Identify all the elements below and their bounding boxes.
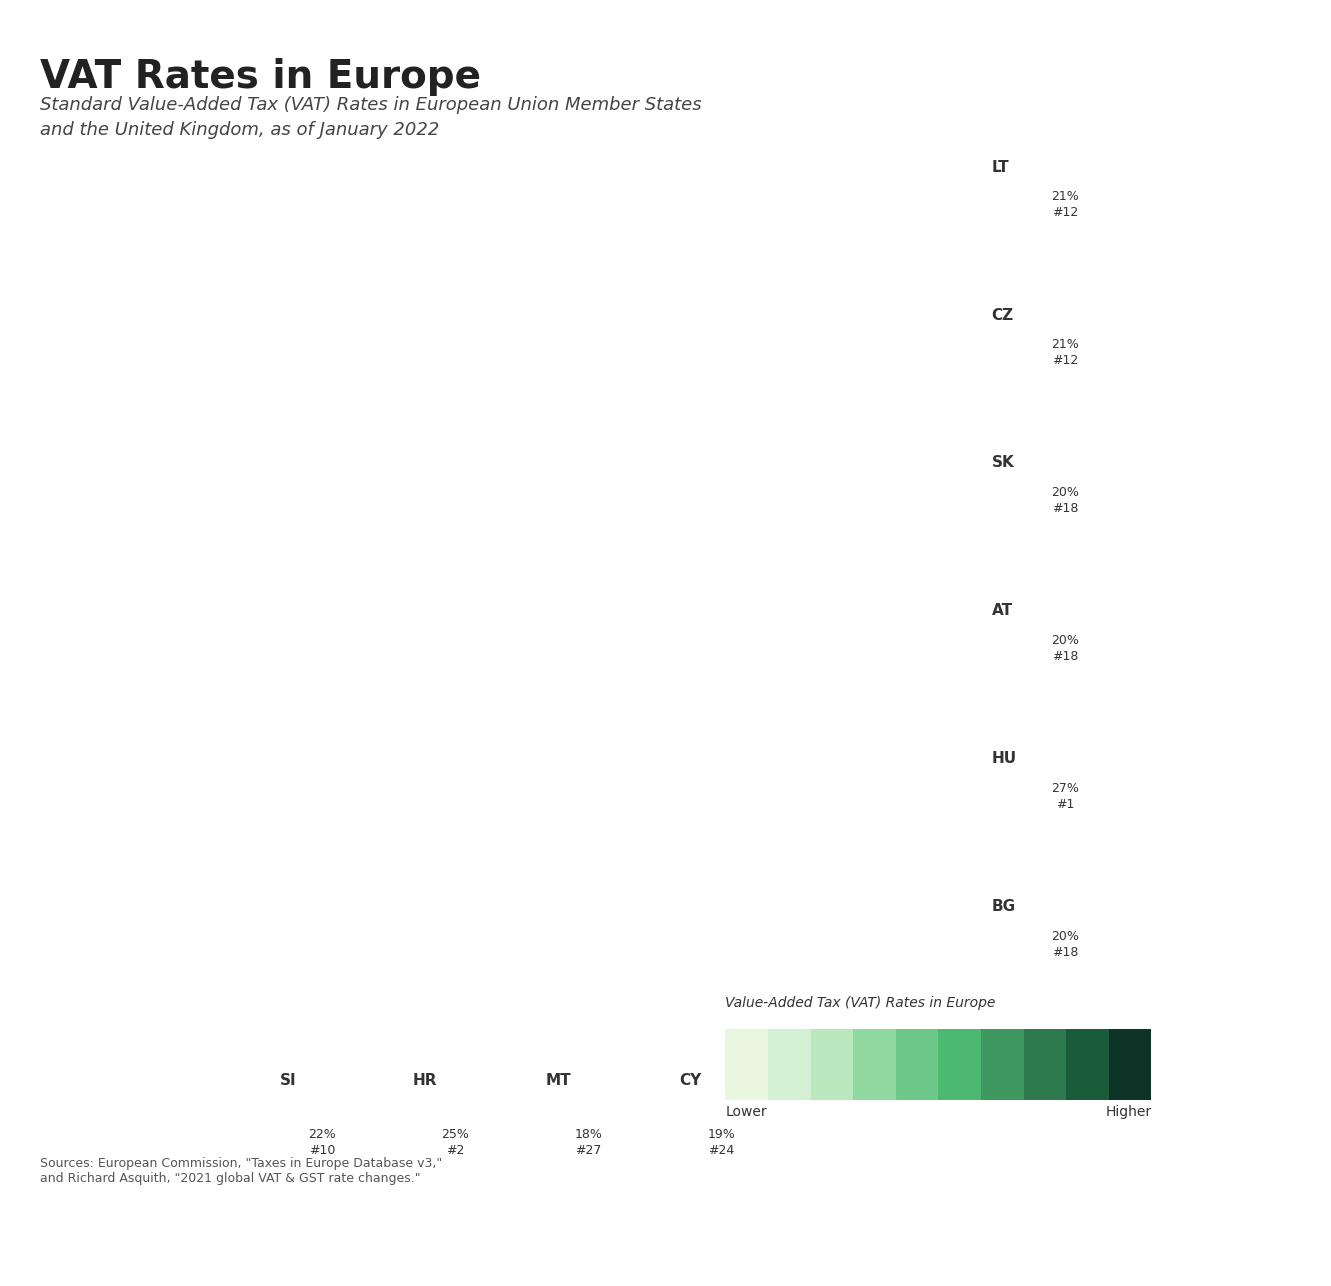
Text: HU: HU: [992, 751, 1017, 766]
Bar: [981, 1029, 1024, 1100]
Bar: [1024, 1029, 1066, 1100]
Text: 19%
#24: 19% #24: [708, 1128, 735, 1157]
Text: 20%
#18: 20% #18: [1051, 486, 1078, 516]
Text: CY: CY: [679, 1073, 701, 1088]
Text: Higher: Higher: [1105, 1105, 1151, 1119]
Text: MT: MT: [546, 1073, 571, 1088]
Text: 22%
#10: 22% #10: [309, 1128, 335, 1157]
Text: 20%
#18: 20% #18: [1051, 634, 1078, 664]
Bar: [768, 1029, 811, 1100]
Text: 27%
#1: 27% #1: [1051, 782, 1078, 811]
Bar: [1066, 1029, 1109, 1100]
Bar: [811, 1029, 853, 1100]
Text: SK: SK: [992, 455, 1014, 471]
Text: 21%
#12: 21% #12: [1051, 190, 1078, 220]
Text: 21%
#12: 21% #12: [1051, 338, 1078, 368]
Bar: [896, 1029, 938, 1100]
Bar: [725, 1029, 768, 1100]
Text: @TaxFoundation: @TaxFoundation: [1145, 1235, 1304, 1254]
Text: LT: LT: [992, 159, 1009, 175]
Text: VAT Rates in Europe: VAT Rates in Europe: [40, 58, 480, 96]
Text: 20%
#18: 20% #18: [1051, 930, 1078, 959]
Text: HR: HR: [413, 1073, 437, 1088]
Text: AT: AT: [992, 603, 1013, 619]
Text: 18%
#27: 18% #27: [575, 1128, 602, 1157]
Text: TAX FOUNDATION: TAX FOUNDATION: [27, 1235, 221, 1254]
Text: Lower: Lower: [725, 1105, 767, 1119]
Text: Sources: European Commission, "Taxes in Europe Database v3,"
and Richard Asquith: Sources: European Commission, "Taxes in …: [40, 1157, 442, 1186]
Bar: [1109, 1029, 1151, 1100]
Bar: [938, 1029, 981, 1100]
Text: BG: BG: [992, 899, 1016, 914]
Text: Value-Added Tax (VAT) Rates in Europe: Value-Added Tax (VAT) Rates in Europe: [725, 995, 996, 1010]
Text: Standard Value-Added Tax (VAT) Rates in European Union Member States: Standard Value-Added Tax (VAT) Rates in …: [40, 96, 701, 114]
Text: SI: SI: [280, 1073, 295, 1088]
Text: 25%
#2: 25% #2: [442, 1128, 469, 1157]
Bar: [853, 1029, 896, 1100]
Text: and the United Kingdom, as of January 2022: and the United Kingdom, as of January 20…: [40, 121, 439, 139]
Text: CZ: CZ: [992, 307, 1014, 323]
